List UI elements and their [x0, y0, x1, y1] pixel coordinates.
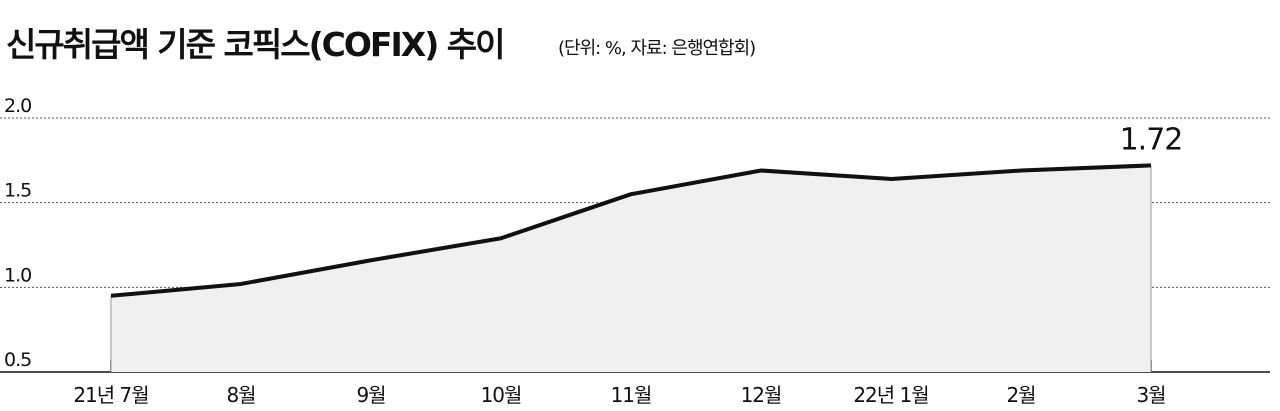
- x-tick-label: 9월: [356, 383, 385, 407]
- x-tick-label: 11월: [611, 383, 652, 407]
- data-label: 1.72: [1120, 122, 1183, 157]
- x-tick-label: 8월: [226, 383, 255, 407]
- x-tick-label: 10월: [481, 383, 522, 407]
- chart-subtitle: (단위: %, 자료: 은행연합회): [558, 38, 755, 59]
- x-tick-label: 12월: [741, 383, 782, 407]
- chart-title: 신규취급액 기준 코픽스(COFIX) 추이: [6, 25, 504, 64]
- y-tick-label: 0.5: [4, 349, 31, 371]
- area: [111, 165, 1151, 372]
- x-tick-label: 3월: [1136, 383, 1165, 407]
- y-tick-label: 1.0: [4, 264, 31, 286]
- x-tick-label: 22년 1월: [853, 383, 928, 407]
- y-tick-label: 1.5: [4, 180, 31, 202]
- line: [110, 163, 1152, 298]
- x-tick-label: 21년 7월: [73, 383, 148, 407]
- y-tick-label: 2.0: [4, 95, 31, 117]
- x-tick-label: 2월: [1006, 383, 1035, 407]
